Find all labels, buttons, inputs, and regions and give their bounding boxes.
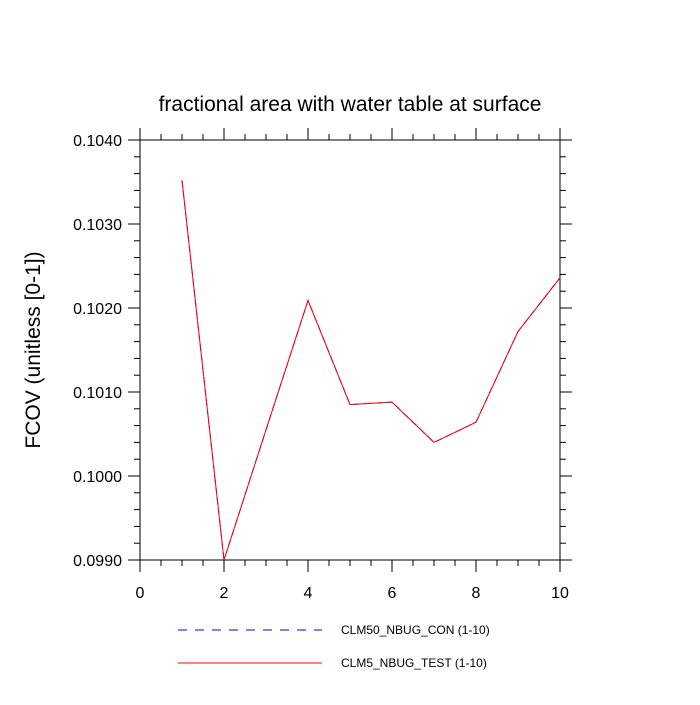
x-tick-label: 6 <box>388 585 397 602</box>
x-tick-label: 2 <box>220 585 229 602</box>
y-tick-label: 0.1040 <box>73 133 122 150</box>
y-tick-label: 0.1000 <box>73 469 122 486</box>
plot-frame <box>139 139 561 561</box>
series-line-1 <box>181 180 561 561</box>
y-tick-label: 0.1030 <box>73 217 122 234</box>
x-tick-label: 4 <box>304 585 313 602</box>
y-axis-label: FCOV (unitless [0-1]) <box>22 251 45 448</box>
y-tick-label: 0.1020 <box>73 301 122 318</box>
chart-title: fractional area with water table at surf… <box>159 93 542 116</box>
y-tick-label: 0.1010 <box>73 385 122 402</box>
x-tick-label: 8 <box>472 585 481 602</box>
legend-label-1: CLM50_NBUG_CON (1-10) <box>341 623 490 637</box>
x-tick-label: 10 <box>551 585 569 602</box>
x-tick-label: 0 <box>136 585 145 602</box>
y-tick-label: 0.0990 <box>73 553 122 570</box>
series-line-2 <box>181 180 561 561</box>
legend-label-2: CLM5_NBUG_TEST (1-10) <box>341 656 487 670</box>
